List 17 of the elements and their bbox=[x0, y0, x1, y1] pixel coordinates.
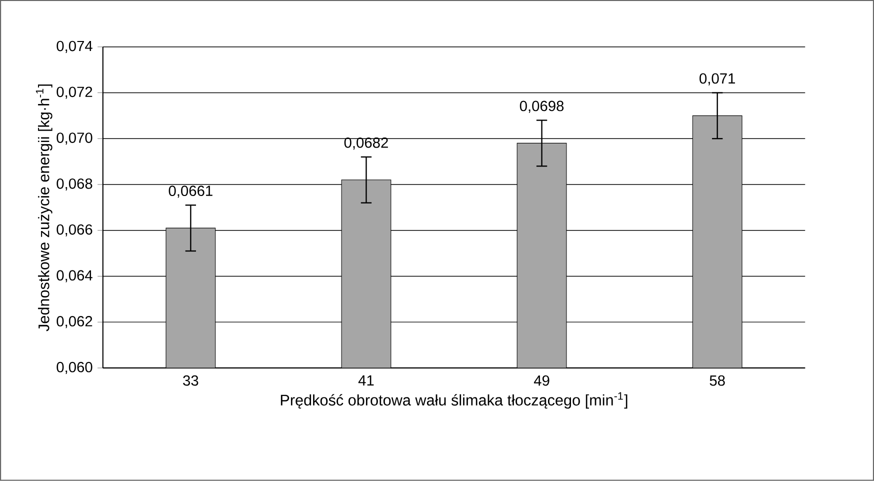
y-tick-label: 0,070 bbox=[56, 132, 92, 145]
x-tick-label: 58 bbox=[710, 375, 725, 386]
y-tick-label: 0,074 bbox=[56, 40, 92, 53]
x-axis-title: Prędkość obrotowa wału ślimaka tłoczącego [min$^{-1}$] bbox=[280, 392, 628, 409]
x-tick-label: 33 bbox=[183, 375, 198, 386]
y-tick-label: 0,072 bbox=[56, 86, 92, 99]
y-tick-label: 0,068 bbox=[56, 178, 92, 191]
y-axis-title: Jednostkowe zużycie energii [kg·h$^{-1}$] bbox=[36, 84, 52, 332]
data-label: 0,0661 bbox=[168, 186, 212, 198]
y-tick-label: 0,060 bbox=[56, 362, 92, 374]
y-tick-label: 0,066 bbox=[56, 224, 92, 236]
x-tick-label: 49 bbox=[534, 375, 550, 386]
x-tick-label: 41 bbox=[358, 375, 374, 386]
data-label: 0,0698 bbox=[520, 100, 564, 113]
y-tick-label: 0,064 bbox=[56, 270, 92, 282]
data-label: 0,071 bbox=[700, 73, 735, 86]
y-tick-label: 0,062 bbox=[56, 316, 92, 328]
